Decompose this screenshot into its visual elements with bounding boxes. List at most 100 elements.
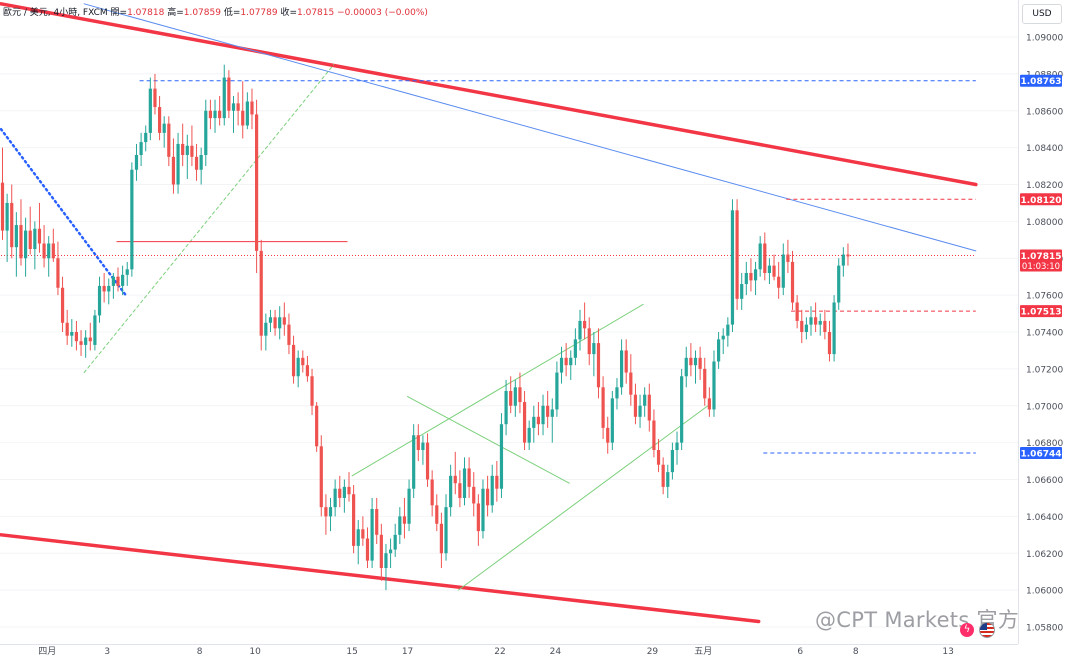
change-value: −0.00003 (−0.00%) [337, 8, 428, 18]
candle-body [740, 284, 744, 299]
candle-body [564, 357, 568, 366]
candle-body [633, 394, 638, 417]
candle-body [823, 320, 827, 332]
candle-body [730, 210, 735, 325]
candle-body [185, 145, 189, 155]
candle-body [804, 324, 808, 332]
time-axis[interactable]: 四月 3 8 10 15 17 22 24 29 五月 6 8 13 [38, 646, 954, 657]
time-tick-label: 15 [346, 647, 357, 657]
candle-body [786, 254, 790, 262]
candle-body [5, 202, 9, 231]
time-tick-label: 3 [104, 647, 110, 657]
horizontal-lines [1, 80, 976, 454]
candle-body [490, 475, 494, 506]
price-tag-bg [1020, 249, 1062, 272]
candle-body [245, 101, 249, 126]
candle-body [231, 103, 236, 111]
candle-body [282, 317, 286, 325]
candle-body [827, 332, 832, 355]
symbol-legend: 歐元 / 美元, 4小時, FXCM 開=1.07818 高=1.07859 低… [3, 5, 428, 18]
candle-body [717, 339, 721, 362]
candle-body [629, 372, 633, 395]
candle-body [365, 538, 370, 561]
candle-body [601, 387, 605, 428]
candle-body [841, 254, 845, 266]
price-tick-label: 1.05800 [1026, 624, 1063, 634]
price-tick-label: 1.07600 [1026, 292, 1063, 302]
candle-body [310, 376, 314, 406]
candle-body [301, 357, 305, 366]
candle-body [24, 230, 28, 259]
high-label: 高= [167, 8, 184, 18]
candle-body [476, 503, 480, 532]
candle-body [208, 110, 212, 119]
price-tag-label: 1.08120 [1021, 196, 1062, 206]
candle-body [19, 225, 23, 259]
candle-body [726, 324, 730, 336]
candle-body [592, 343, 596, 355]
candle-body [781, 254, 785, 288]
candle-body [809, 317, 813, 325]
candle-body [107, 285, 111, 292]
candle-body [333, 488, 337, 508]
candle-body [790, 261, 795, 303]
price-tick-label: 1.08200 [1026, 181, 1063, 191]
candle-body [273, 317, 277, 329]
candle-body [606, 427, 610, 443]
price-tick-label: 1.06800 [1026, 439, 1063, 449]
candle-body [546, 405, 550, 417]
candle-body [656, 450, 661, 465]
candle-body [610, 398, 614, 443]
candle-body [352, 494, 356, 546]
time-tick-label: 17 [402, 647, 413, 657]
candle-body [74, 332, 79, 342]
candle-body [569, 357, 573, 366]
candle-body [818, 320, 822, 325]
candle-body [42, 243, 46, 259]
candle-body [814, 317, 818, 325]
price-axis[interactable]: 1.090001.088001.086001.084001.082001.080… [1026, 34, 1063, 634]
candle-body [772, 265, 776, 277]
open-value: 1.07818 [127, 8, 165, 18]
candle-body [51, 243, 55, 259]
candle-body [121, 274, 125, 286]
candle-body [712, 361, 716, 410]
candle-body [458, 483, 462, 498]
candle-body [204, 110, 208, 155]
candle-body [481, 488, 485, 532]
close-value: 1.07815 [297, 8, 335, 18]
candle-body [541, 405, 545, 425]
candle-body [241, 110, 245, 126]
price-tag-bg [1020, 193, 1062, 206]
price-tag-label: 1.08763 [1021, 77, 1062, 87]
candle-body [647, 394, 651, 421]
candle-body [675, 442, 679, 450]
candle-body [573, 339, 577, 358]
open-label: 開= [110, 8, 128, 18]
candle-body [518, 387, 522, 403]
candle-body [93, 315, 97, 345]
price-tick-label: 1.06000 [1026, 587, 1063, 597]
candle-body [287, 324, 291, 345]
price-tick-label: 1.08000 [1026, 218, 1063, 228]
low-value: 1.07789 [240, 8, 278, 18]
price-tick-label: 1.06200 [1026, 550, 1063, 560]
candle-body [227, 77, 231, 111]
candle-body [125, 269, 129, 275]
price-tick-label: 1.07200 [1026, 365, 1063, 375]
candle-body [513, 387, 517, 406]
trendlines [0, 2, 978, 624]
candle-body [402, 516, 407, 524]
candle-body [305, 365, 310, 377]
candle-body [162, 123, 166, 133]
candle-body [139, 142, 143, 155]
candle-body [435, 505, 439, 524]
candle-body [619, 350, 624, 388]
candle-body [97, 285, 102, 316]
candle-body [615, 387, 619, 399]
candle-body [190, 145, 194, 157]
candle-body [527, 427, 531, 443]
currency-button[interactable]: USD [1022, 4, 1062, 24]
price-tick-label: 1.06600 [1026, 476, 1063, 486]
